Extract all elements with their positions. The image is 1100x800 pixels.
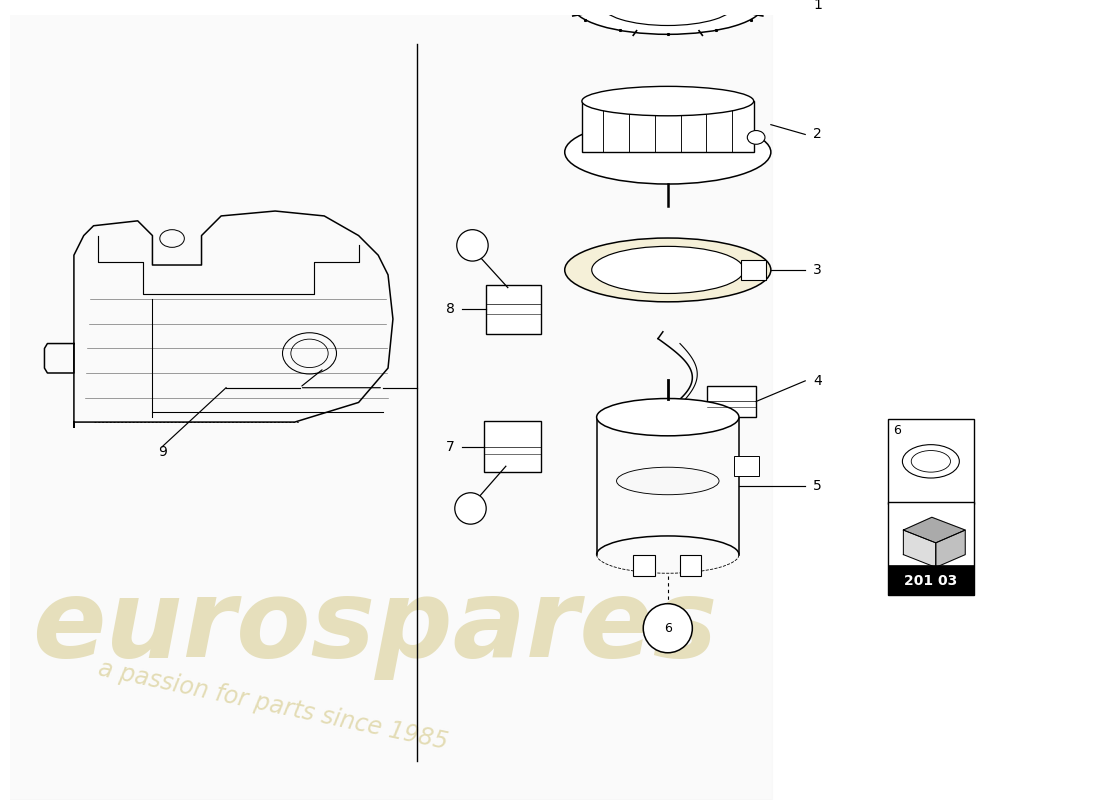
Text: eurospares: eurospares — [32, 574, 717, 680]
Bar — [634, 554, 654, 576]
Text: 6: 6 — [664, 622, 672, 634]
Circle shape — [454, 493, 486, 524]
Polygon shape — [903, 518, 965, 543]
Ellipse shape — [564, 120, 771, 184]
Bar — [888, 502, 975, 595]
Text: 201 03: 201 03 — [904, 574, 957, 588]
Bar — [734, 457, 759, 476]
Bar — [486, 285, 541, 334]
Text: 5: 5 — [813, 479, 822, 493]
Bar — [707, 386, 756, 417]
Polygon shape — [936, 530, 965, 567]
Text: 3: 3 — [813, 263, 822, 277]
Ellipse shape — [747, 130, 764, 144]
Bar — [484, 421, 541, 472]
Circle shape — [456, 230, 488, 261]
Text: 7: 7 — [446, 440, 454, 454]
Text: 9: 9 — [157, 445, 167, 458]
Ellipse shape — [572, 0, 763, 34]
Ellipse shape — [582, 86, 754, 116]
Text: 6: 6 — [893, 424, 901, 437]
Bar — [680, 554, 701, 576]
Ellipse shape — [592, 246, 744, 294]
Ellipse shape — [564, 238, 771, 302]
Bar — [888, 566, 975, 595]
Bar — [741, 260, 766, 280]
Text: 1: 1 — [813, 0, 822, 12]
Ellipse shape — [902, 445, 959, 478]
Ellipse shape — [617, 467, 719, 494]
Polygon shape — [903, 530, 936, 567]
Bar — [582, 101, 754, 152]
Text: 2: 2 — [813, 127, 822, 142]
Circle shape — [644, 604, 692, 653]
Ellipse shape — [911, 450, 950, 472]
Text: 8: 8 — [446, 302, 454, 316]
Bar — [888, 419, 975, 503]
Ellipse shape — [596, 398, 739, 436]
Ellipse shape — [602, 0, 734, 26]
Text: a passion for parts since 1985: a passion for parts since 1985 — [97, 657, 451, 754]
Text: 4: 4 — [813, 374, 822, 388]
